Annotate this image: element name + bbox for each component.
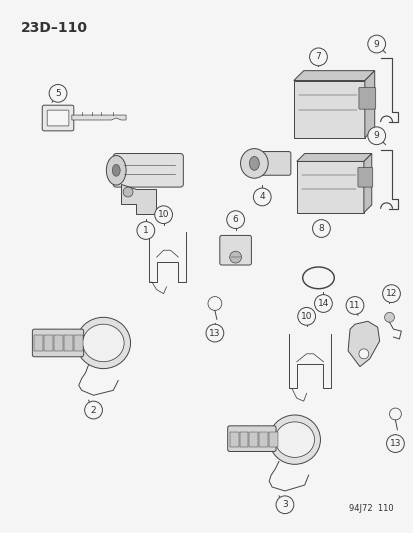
FancyBboxPatch shape bbox=[44, 335, 53, 351]
FancyBboxPatch shape bbox=[252, 151, 290, 175]
Text: 9: 9 bbox=[373, 39, 379, 49]
Circle shape bbox=[367, 35, 385, 53]
Polygon shape bbox=[72, 115, 126, 120]
Polygon shape bbox=[121, 184, 155, 214]
Ellipse shape bbox=[76, 317, 130, 369]
FancyBboxPatch shape bbox=[42, 105, 74, 131]
Circle shape bbox=[123, 187, 133, 197]
Circle shape bbox=[312, 220, 330, 237]
FancyBboxPatch shape bbox=[54, 335, 63, 351]
Circle shape bbox=[226, 211, 244, 229]
Ellipse shape bbox=[268, 415, 320, 464]
Circle shape bbox=[85, 401, 102, 419]
Text: 9: 9 bbox=[373, 131, 379, 140]
Text: 11: 11 bbox=[349, 301, 360, 310]
FancyBboxPatch shape bbox=[296, 161, 363, 213]
FancyBboxPatch shape bbox=[47, 110, 69, 126]
Polygon shape bbox=[347, 321, 379, 367]
Text: 23D–110: 23D–110 bbox=[21, 21, 87, 35]
FancyBboxPatch shape bbox=[259, 432, 268, 447]
Polygon shape bbox=[296, 154, 371, 161]
Circle shape bbox=[49, 84, 67, 102]
Circle shape bbox=[358, 349, 368, 359]
Polygon shape bbox=[293, 71, 374, 80]
Circle shape bbox=[154, 206, 172, 223]
FancyBboxPatch shape bbox=[219, 236, 251, 265]
FancyBboxPatch shape bbox=[113, 154, 183, 187]
Circle shape bbox=[314, 295, 332, 312]
Text: 13: 13 bbox=[209, 328, 220, 337]
Circle shape bbox=[253, 188, 271, 206]
Circle shape bbox=[206, 324, 223, 342]
Text: 14: 14 bbox=[317, 299, 328, 308]
Text: 7: 7 bbox=[315, 52, 320, 61]
FancyBboxPatch shape bbox=[229, 432, 238, 447]
Ellipse shape bbox=[240, 149, 268, 178]
Ellipse shape bbox=[274, 422, 314, 457]
Ellipse shape bbox=[106, 156, 126, 185]
FancyBboxPatch shape bbox=[239, 432, 248, 447]
Polygon shape bbox=[364, 71, 374, 138]
FancyBboxPatch shape bbox=[268, 432, 278, 447]
Text: 5: 5 bbox=[55, 89, 61, 98]
Circle shape bbox=[229, 251, 241, 263]
Circle shape bbox=[297, 308, 315, 325]
Text: 12: 12 bbox=[385, 289, 396, 298]
Text: 2: 2 bbox=[90, 406, 96, 415]
Text: 8: 8 bbox=[318, 224, 323, 233]
Circle shape bbox=[367, 127, 385, 144]
Circle shape bbox=[384, 312, 394, 322]
Circle shape bbox=[382, 285, 399, 303]
Circle shape bbox=[275, 496, 293, 514]
Text: 1: 1 bbox=[142, 226, 148, 235]
Ellipse shape bbox=[83, 324, 124, 362]
Text: 10: 10 bbox=[157, 210, 169, 219]
FancyBboxPatch shape bbox=[293, 80, 364, 138]
Circle shape bbox=[137, 222, 154, 239]
FancyBboxPatch shape bbox=[249, 432, 258, 447]
Circle shape bbox=[309, 48, 327, 66]
Text: 13: 13 bbox=[389, 439, 400, 448]
Text: 6: 6 bbox=[232, 215, 238, 224]
FancyBboxPatch shape bbox=[227, 426, 275, 451]
Polygon shape bbox=[363, 154, 371, 213]
Ellipse shape bbox=[249, 157, 259, 171]
Circle shape bbox=[345, 296, 363, 314]
Circle shape bbox=[386, 435, 404, 453]
Ellipse shape bbox=[112, 164, 120, 176]
FancyBboxPatch shape bbox=[358, 87, 375, 109]
FancyBboxPatch shape bbox=[74, 335, 83, 351]
FancyBboxPatch shape bbox=[357, 167, 372, 187]
FancyBboxPatch shape bbox=[64, 335, 73, 351]
FancyBboxPatch shape bbox=[34, 335, 43, 351]
Text: 94J72  110: 94J72 110 bbox=[348, 504, 392, 513]
FancyBboxPatch shape bbox=[32, 329, 83, 357]
Text: 10: 10 bbox=[300, 312, 312, 321]
Text: 4: 4 bbox=[259, 192, 264, 201]
Text: 3: 3 bbox=[281, 500, 287, 509]
